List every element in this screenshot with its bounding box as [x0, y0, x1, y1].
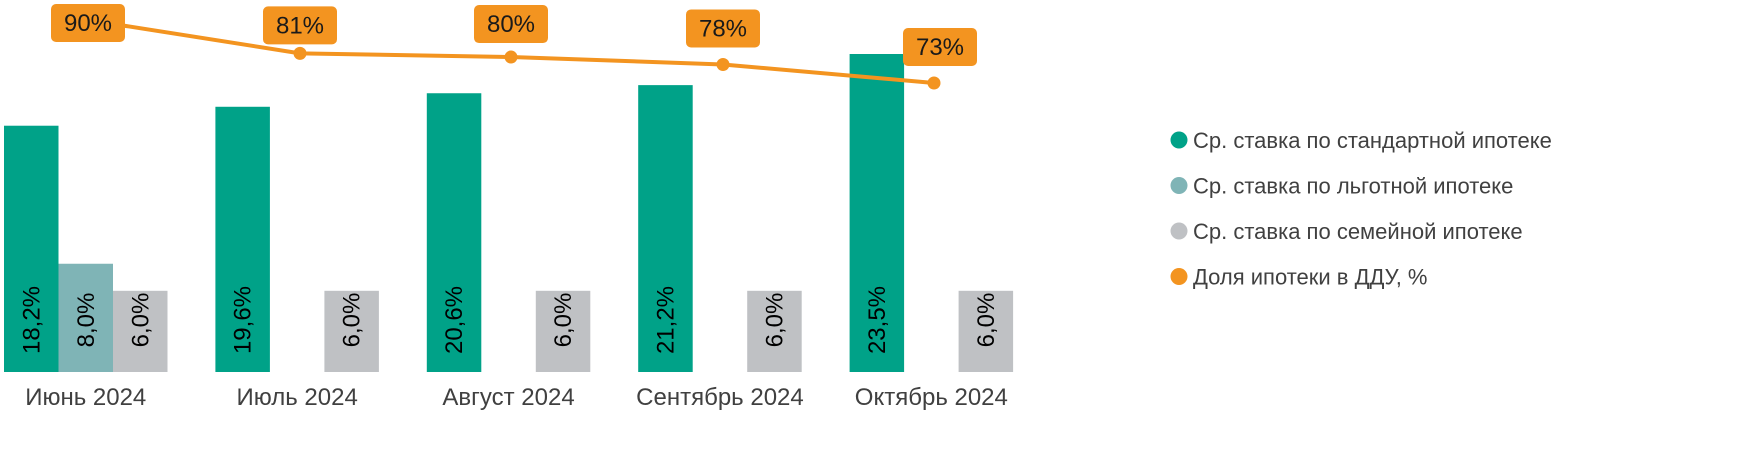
share-marker-2 — [293, 46, 307, 60]
bar-value-label-standard-3: 20,6% — [441, 286, 468, 354]
legend-label-standard-mortgage: Ср. ставка по стандартной ипотеке — [1193, 128, 1552, 153]
share-callout-box-2 — [263, 6, 337, 45]
bar-family-3 — [535, 290, 591, 372]
bar-value-label-family-4: 6,0% — [761, 293, 788, 348]
share-marker-3 — [504, 50, 518, 64]
category-axis: Июнь 2024 Июль 2024 Август 2024 Сентябрь 20… — [25, 384, 1008, 411]
bar-standard-2 — [215, 106, 270, 372]
bar-standard-5 — [849, 54, 905, 372]
share-value-label-1: 90% — [64, 10, 112, 37]
legend-marker-standard-mortgage — [1170, 131, 1188, 149]
share-value-label-5: 73% — [916, 34, 964, 61]
bar-family-2 — [324, 290, 379, 372]
category-label-2: Июль 2024 — [237, 384, 358, 411]
legend-label-mortgage-share: Доля ипотеки в ДДУ, % — [1193, 265, 1428, 290]
bar-standard-4 — [638, 85, 693, 372]
share-value-label-2: 81% — [276, 12, 324, 39]
share-callout-box-3 — [474, 5, 548, 44]
category-label-3: Август 2024 — [442, 384, 574, 411]
bar-value-label-standard-2: 19,6% — [230, 286, 257, 354]
share-line-layer: 90% 81% 80% 78% 73% — [51, 4, 977, 90]
bar-standard-1 — [4, 125, 59, 372]
category-label-1: Июнь 2024 — [25, 384, 146, 411]
bar-value-label-standard-1: 18,2% — [18, 286, 45, 354]
share-marker-4 — [716, 57, 730, 71]
legend-marker-mortgage-share — [1170, 268, 1188, 285]
legend-label-preferential-mortgage: Ср. ставка по льготной ипотеке — [1193, 174, 1513, 199]
bar-value-label-preferential-1: 8,0% — [73, 293, 100, 348]
bar-value-label-family-5: 6,0% — [973, 293, 1000, 348]
bar-value-label-family-2: 6,0% — [339, 293, 366, 348]
bar-value-label-standard-4: 21,2% — [652, 286, 679, 354]
share-callout-box-5 — [903, 28, 977, 66]
bar-family-4 — [747, 290, 802, 372]
bar-value-label-family-1: 6,0% — [127, 293, 154, 348]
share-callout-box-1 — [51, 4, 125, 42]
bar-value-label-family-3: 6,0% — [550, 293, 577, 348]
share-marker-5 — [927, 76, 941, 90]
share-value-label-4: 78% — [699, 15, 747, 42]
category-label-4: Сентябрь 2024 — [636, 384, 804, 411]
share-callout-box-4 — [686, 9, 760, 48]
legend-label-family-mortgage: Ср. ставка по семейной ипотеке — [1193, 219, 1523, 244]
bar-standard-3 — [426, 93, 482, 372]
category-label-5: Октябрь 2024 — [855, 384, 1008, 411]
bar-family-1 — [113, 290, 168, 372]
bar-value-label-standard-5: 23,5% — [864, 286, 891, 354]
bar-family-5 — [958, 290, 1014, 372]
legend: Ср. ставка по стандартной ипотеке Ср. ста… — [1170, 128, 1552, 290]
share-value-label-3: 80% — [487, 11, 535, 38]
legend-marker-family-mortgage — [1170, 222, 1188, 240]
bars-layer: 18,2% 8,0% 6,0% 19,6% 6,0% 20,6% 6,0% 21,2% 6,0%… — [4, 54, 1014, 372]
bar-preferential-1 — [58, 263, 113, 372]
legend-marker-preferential-mortgage — [1170, 177, 1188, 194]
